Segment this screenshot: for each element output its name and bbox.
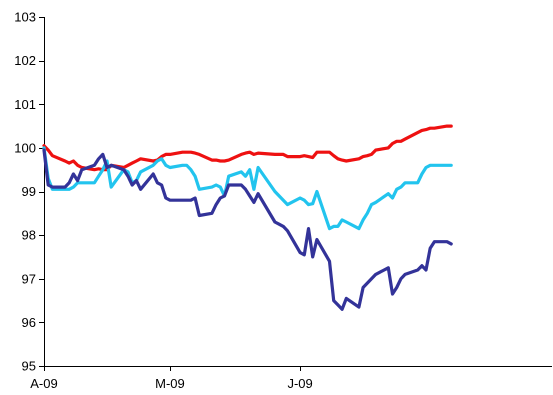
y-axis: 95 96 97 98 99 100 101 102 103 [14,10,45,374]
y-tick-label: 98 [22,228,36,243]
y-tick-label: 95 [22,359,36,374]
series-line-3 [42,148,453,311]
y-tick-label: 102 [14,53,36,68]
x-tick-label: J-09 [287,376,312,391]
y-tick-label: 97 [22,271,36,286]
series-line-2 [42,146,453,231]
x-axis: A-09 M-09 J-09 [30,366,552,391]
y-tick-label: 101 [14,97,36,112]
x-tick-label: M-09 [155,376,185,391]
y-tick-label: 100 [14,140,36,155]
series-layer [42,124,453,311]
x-tick-label: A-09 [30,376,57,391]
y-tick-label: 96 [22,315,36,330]
y-tick-label: 103 [14,10,36,25]
y-tick-label: 99 [22,184,36,199]
